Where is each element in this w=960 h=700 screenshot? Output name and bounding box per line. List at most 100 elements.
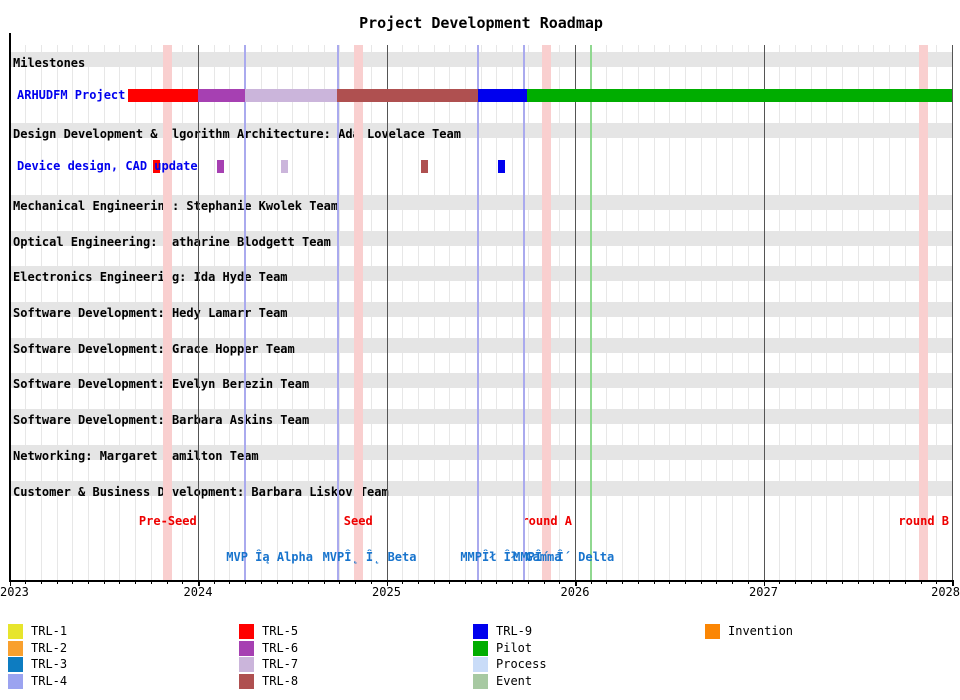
x-axis-minor-tick bbox=[842, 580, 844, 584]
funding-round-label: Seed bbox=[343, 514, 373, 528]
x-axis-minor-tick bbox=[622, 580, 624, 584]
chart-title: Project Development Roadmap bbox=[359, 14, 603, 32]
funding-round-band bbox=[542, 45, 552, 580]
x-axis-minor-tick bbox=[794, 580, 796, 584]
task-bar-segment bbox=[477, 88, 527, 102]
section-band: Software Development: Grace Hopper Team bbox=[10, 337, 952, 356]
x-axis-minor-tick bbox=[433, 580, 435, 584]
x-axis-minor-tick bbox=[370, 580, 372, 584]
task-bar-segment bbox=[245, 88, 338, 102]
legend-label: Event bbox=[496, 674, 533, 689]
gridline-year bbox=[198, 45, 199, 580]
x-axis-major-tick bbox=[575, 580, 577, 586]
section-label: Networking: Margaret Hamilton Team bbox=[13, 448, 259, 463]
milestone-line bbox=[523, 45, 526, 580]
legend-label: Invention bbox=[728, 624, 794, 638]
x-axis-major-tick bbox=[9, 580, 11, 586]
section-label: Electronics Engineering: Ida Hyde Team bbox=[13, 270, 288, 285]
task-bar-segment bbox=[337, 88, 478, 102]
event-marker bbox=[217, 160, 225, 174]
section-band: Customer & Business Development: Barbara… bbox=[10, 480, 952, 499]
x-axis-minor-tick bbox=[307, 580, 309, 584]
x-axis-minor-tick bbox=[512, 580, 514, 584]
gridline-year bbox=[952, 45, 953, 580]
milestone-line bbox=[244, 45, 247, 580]
gridline-year bbox=[763, 45, 765, 580]
legend-label: TRL-6 bbox=[262, 640, 299, 655]
legend-swatch bbox=[239, 674, 254, 690]
event-marker bbox=[153, 160, 161, 174]
x-axis-minor-tick bbox=[637, 580, 639, 584]
x-axis-minor-tick bbox=[245, 580, 247, 584]
x-axis-minor-tick bbox=[355, 580, 357, 584]
legend-swatch bbox=[473, 624, 488, 639]
milestone-line bbox=[337, 45, 340, 580]
x-axis-minor-tick bbox=[527, 580, 529, 584]
section-band: Software Development: Barbara Askins Tea… bbox=[10, 409, 952, 427]
x-axis-minor-tick bbox=[810, 580, 812, 584]
x-axis-minor-tick bbox=[213, 580, 215, 584]
x-axis-minor-tick bbox=[323, 580, 325, 584]
x-axis-major-tick bbox=[198, 580, 200, 586]
section-band: Mechanical Engineering: Stephanie Kwolek… bbox=[10, 194, 952, 213]
legend-label: Process bbox=[496, 657, 547, 672]
milestone-label: MMPÎł Îł Gamma bbox=[460, 550, 562, 564]
y-axis-spine bbox=[9, 33, 11, 580]
legend-swatch bbox=[473, 657, 488, 673]
x-axis-minor-tick bbox=[402, 580, 404, 584]
legend-swatch bbox=[473, 674, 488, 690]
x-axis-minor-tick bbox=[119, 580, 121, 584]
x-axis-tick-label: 2027 bbox=[749, 585, 778, 599]
x-axis-minor-tick bbox=[276, 580, 278, 584]
section-band: Design Development & Algorithm Architect… bbox=[10, 123, 952, 141]
x-axis-minor-tick bbox=[920, 580, 922, 584]
legend-label: TRL-5 bbox=[262, 624, 299, 638]
x-axis-minor-tick bbox=[417, 580, 419, 584]
event-marker bbox=[281, 160, 289, 174]
x-axis-minor-tick bbox=[40, 580, 42, 584]
x-axis-minor-tick bbox=[716, 580, 718, 584]
milestone-label: MMPÎ´ Î´ Delta bbox=[513, 550, 615, 564]
legend-swatch bbox=[473, 640, 488, 656]
section-band: Electronics Engineering: Ida Hyde Team bbox=[10, 266, 952, 285]
x-axis-minor-tick bbox=[732, 580, 734, 584]
legend-swatch bbox=[8, 674, 23, 690]
x-axis-minor-tick bbox=[779, 580, 781, 584]
section-band: Milestones bbox=[10, 52, 952, 70]
legend-label: TRL-3 bbox=[31, 657, 68, 672]
legend-label: TRL-1 bbox=[31, 624, 68, 638]
x-axis-minor-tick bbox=[826, 580, 828, 584]
x-axis-minor-tick bbox=[182, 580, 184, 584]
legend-swatch bbox=[239, 657, 254, 673]
legend-label: TRL-9 bbox=[496, 624, 533, 638]
task-label: Device design, CAD update bbox=[17, 159, 198, 174]
x-axis-minor-tick bbox=[56, 580, 58, 584]
x-axis-minor-tick bbox=[700, 580, 702, 584]
legend-swatch bbox=[705, 624, 720, 639]
x-axis-minor-tick bbox=[480, 580, 482, 584]
task-label: ARHUDFM Project bbox=[17, 87, 126, 102]
funding-round-label: round B bbox=[898, 514, 949, 528]
section-band: Networking: Margaret Hamilton Team bbox=[10, 444, 952, 463]
x-axis-tick-label: 2023 bbox=[0, 585, 29, 599]
funding-round-band bbox=[919, 45, 929, 580]
milestone-line bbox=[476, 45, 479, 580]
section-band: Optical Engineering: Katharine Blodgett … bbox=[10, 230, 952, 249]
gridline-year bbox=[386, 45, 388, 580]
x-axis-minor-tick bbox=[606, 580, 608, 584]
funding-round-band bbox=[353, 45, 363, 580]
legend-swatch bbox=[8, 640, 23, 656]
x-axis-minor-tick bbox=[72, 580, 74, 584]
x-axis-minor-tick bbox=[260, 580, 262, 584]
legend-label: TRL-4 bbox=[31, 674, 68, 689]
x-axis-tick-label: 2024 bbox=[183, 585, 213, 599]
legend-swatch bbox=[239, 624, 254, 639]
event-marker bbox=[420, 160, 428, 174]
funding-round-label: round A bbox=[521, 514, 572, 528]
legend-swatch bbox=[8, 624, 23, 639]
legend-swatch bbox=[8, 657, 23, 673]
task-bar-segment bbox=[128, 88, 198, 102]
funding-round-band bbox=[163, 45, 173, 580]
